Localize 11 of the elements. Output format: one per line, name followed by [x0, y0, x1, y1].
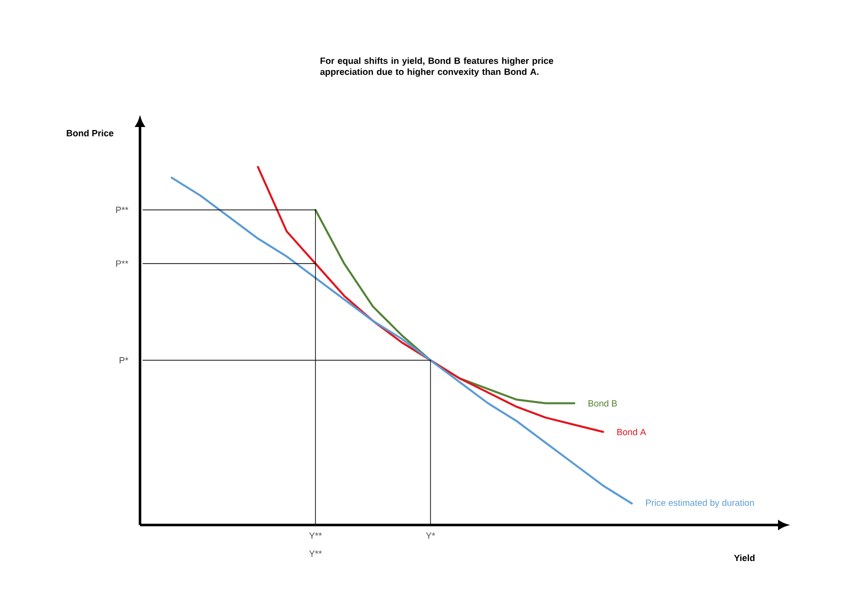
- chart-title: For equal shifts in yield, Bond B features higher price appreciation due to higher convexity than Bond A.: [320, 57, 554, 77]
- series-label: Bond B: [588, 400, 617, 407]
- text: P**: [116, 206, 128, 213]
- text: P**: [116, 260, 128, 267]
- y-axis-title: Bond Price: [66, 130, 114, 136]
- series-label: Price estimated by duration: [646, 499, 754, 508]
- series-label: Bond A: [617, 428, 646, 436]
- text: P*: [120, 357, 128, 364]
- x-tick-label: Y*: [426, 532, 436, 539]
- annotation: Y**: [309, 550, 322, 557]
- x-axis-title: Yield: [734, 554, 754, 562]
